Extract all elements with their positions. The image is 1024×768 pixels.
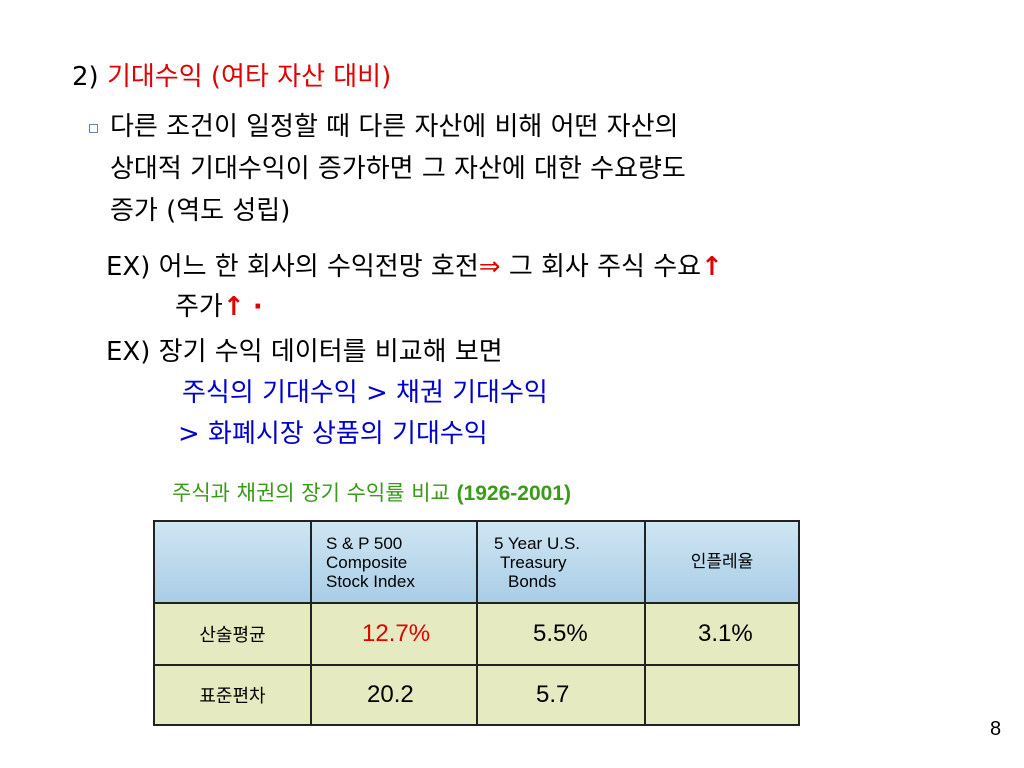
caption-text: 주식과 채권의 장기 수익률 비교 [172,481,450,505]
example-line: > 화폐시장 상품의 기대수익 [178,419,488,449]
heading-number: 2) [72,62,99,92]
bullet-text: 상대적 기대수익이 증가하면 그 자산에 대한 수요량도 [110,154,686,184]
table-row: 산술평균 12.7% 5.5% 3.1% [153,602,800,666]
page-number: 8 [990,718,1002,740]
arrow: ↑ [701,252,723,282]
header-cell: S & P 500 Composite Stock Index [310,520,478,604]
cell: 3.1% [644,602,800,666]
text: EX) 어느 한 회사의 수익전망 호전 [106,252,479,282]
header-cell: 5 Year U.S. Treasury Bonds [476,520,646,604]
example-line: 주가↑ · [175,292,263,322]
text: 그 회사 주식 수요 [508,252,702,282]
header-line: Bonds [508,571,557,591]
example-line: EX) 장기 수익 데이터를 비교해 보면 [106,337,503,367]
header-line: 5 Year U.S. [494,533,581,553]
header-line: S & P 500 [326,533,403,553]
cell: 5.7 [476,664,646,726]
header-line: Stock Index [326,571,415,591]
bullet-icon [89,124,98,133]
header-line: 인플레율 [690,551,754,572]
example-line: 주식의 기대수익 > 채권 기대수익 [182,378,548,408]
corner-cell [153,520,312,604]
header-line: Treasury [500,552,567,572]
heading-title: 기대수익 (여타 자산 대비) [106,62,392,92]
text: 주가 [175,292,223,322]
dot: · [252,292,263,322]
caption-years: (1926-2001) [456,482,571,505]
row-label: 표준편차 [153,664,312,726]
row-label: 산술평균 [153,602,312,666]
cell: 20.2 [310,664,478,726]
arrow: ⇒ [478,252,501,282]
bullet-text: 다른 조건이 일정할 때 다른 자산에 비해 어떤 자산의 [110,112,679,142]
cell [644,664,800,726]
header-cell: 인플레율 [644,520,800,604]
table-row: 표준편차 20.2 5.7 [153,664,800,726]
table-caption: 주식과 채권의 장기 수익률 비교 (1926-2001) [172,478,571,509]
header-line: Composite [326,552,408,572]
example-line: EX) 어느 한 회사의 수익전망 호전⇒ 그 회사 주식 수요↑ [106,252,723,282]
cell: 12.7% [310,602,478,666]
bullet-text: 증가 (역도 성립) [110,196,291,226]
arrow: ↑ [222,292,245,322]
data-table: S & P 500 Composite Stock Index 5 Year U.S… [153,520,800,726]
header-row: S & P 500 Composite Stock Index 5 Year U.S… [153,520,800,604]
heading: 2) 기대수익 (여타 자산 대비) [72,62,391,92]
cell: 5.5% [476,602,646,666]
